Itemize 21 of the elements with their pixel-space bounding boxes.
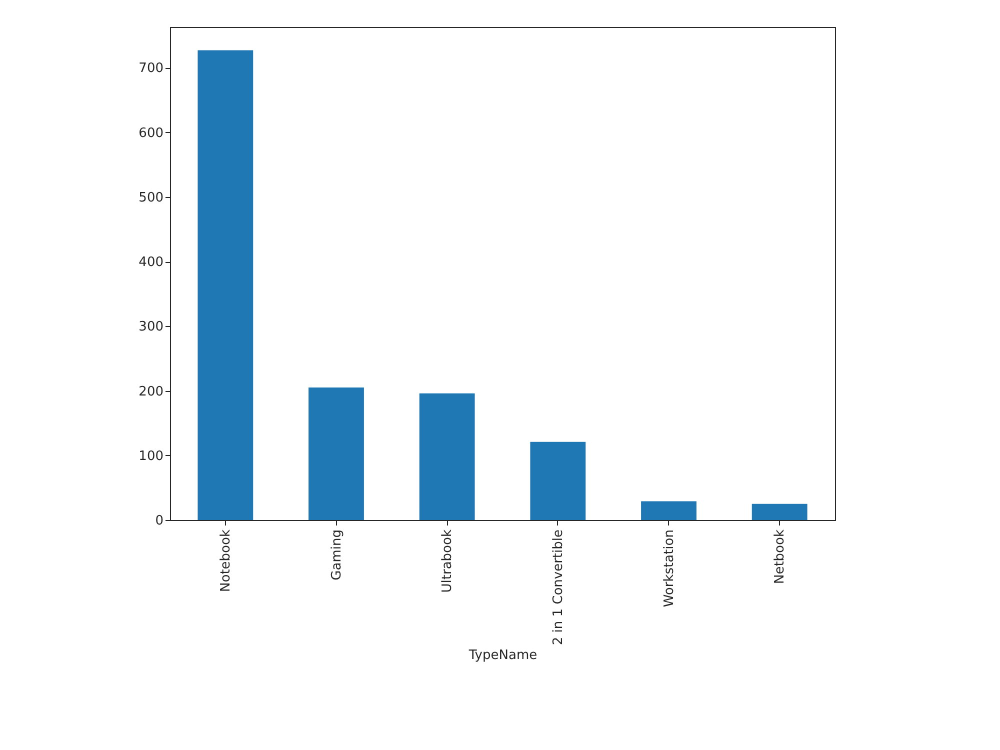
bar <box>308 388 364 520</box>
y-tick-label: 600 <box>138 126 164 141</box>
bar <box>198 50 254 520</box>
x-tick-label: Workstation <box>662 530 677 608</box>
bar <box>419 393 475 520</box>
x-tick-label: Gaming <box>329 530 344 580</box>
x-tick-label: Ultrabook <box>440 529 456 593</box>
y-tick-label: 700 <box>138 61 164 76</box>
x-axis-title: TypeName <box>468 648 538 664</box>
y-tick-label: 500 <box>138 190 164 206</box>
x-tick-label: 2 in 1 Convertible <box>550 530 566 646</box>
y-tick-label: 400 <box>138 255 164 270</box>
bar <box>641 501 696 520</box>
x-tick-label: Netbook <box>772 529 788 584</box>
y-tick-label: 0 <box>155 514 164 528</box>
bar <box>752 504 808 520</box>
x-tick-label: Notebook <box>218 529 234 592</box>
y-tick-label: 300 <box>138 320 164 335</box>
y-tick-label: 200 <box>138 384 164 400</box>
y-tick-label: 100 <box>138 448 164 464</box>
bar <box>530 442 586 520</box>
